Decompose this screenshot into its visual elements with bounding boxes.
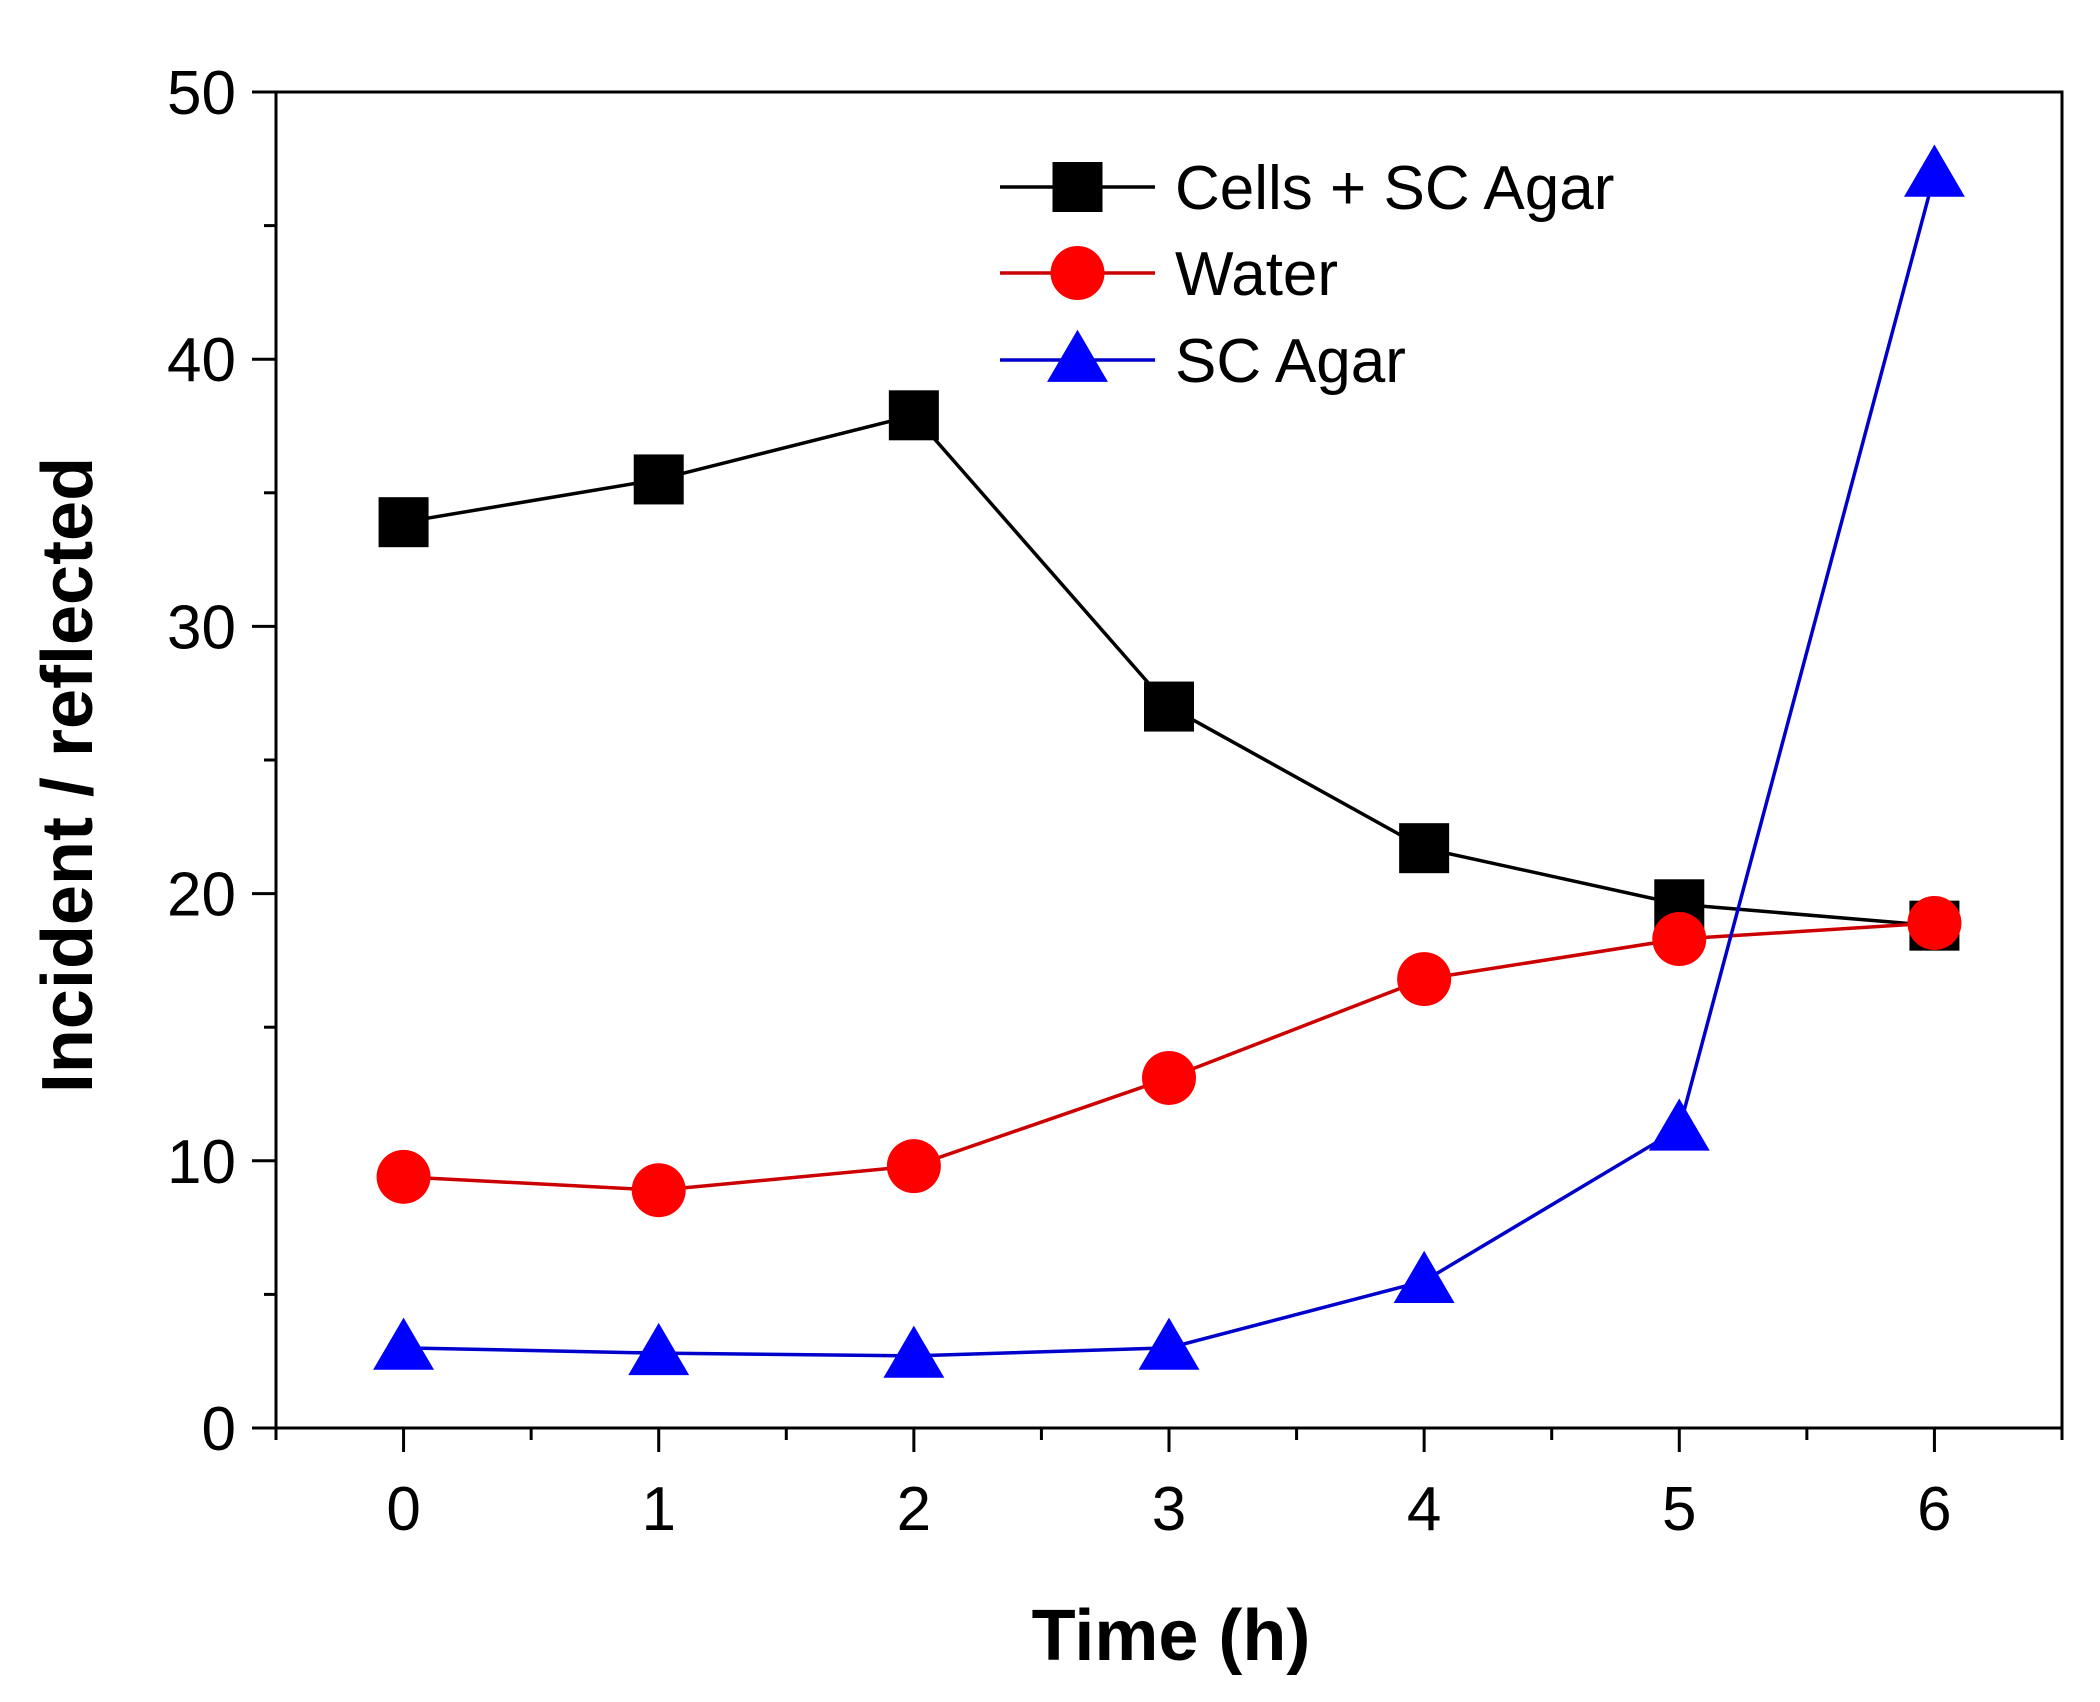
data-point <box>1397 952 1452 1007</box>
y-tick-label-40: 40 <box>167 326 236 395</box>
series-water <box>376 895 1962 1218</box>
data-point <box>633 454 684 505</box>
x-tick-label-2: 2 <box>897 1475 931 1544</box>
data-point <box>883 1325 945 1378</box>
data-point <box>1142 1050 1196 1105</box>
legend-label: Cells + SC Agar <box>1175 154 1614 223</box>
data-point <box>628 1322 690 1376</box>
axes-layer: 0 10 20 30 40 50 0 1 2 3 4 5 6 <box>167 59 2064 1544</box>
data-point <box>1903 144 1965 197</box>
series-layer <box>373 144 1965 1378</box>
data-point <box>1652 912 1707 967</box>
data-point <box>1907 895 1962 950</box>
legend-entry: Water <box>1000 240 1338 309</box>
legend-entry: Cells + SC Agar <box>1000 154 1614 223</box>
data-point <box>631 1163 686 1218</box>
data-point <box>1393 1250 1455 1303</box>
y-tick-label-50: 50 <box>167 59 236 128</box>
legend-label: Water <box>1175 240 1338 309</box>
data-point <box>1648 1098 1710 1151</box>
y-axis-title: Incident / reflected <box>28 457 108 1093</box>
legend-marker <box>1052 162 1103 212</box>
legend-marker <box>1047 329 1108 382</box>
x-axis-title: Time (h) <box>1032 1596 1311 1676</box>
x-tick-label-0: 0 <box>386 1475 420 1544</box>
x-tick-label-4: 4 <box>1407 1475 1441 1544</box>
legend: Cells + SC Agar Water SC Agar <box>1000 154 1614 396</box>
legend-label: SC Agar <box>1175 327 1406 396</box>
y-tick-label-20: 20 <box>167 861 236 930</box>
y-tick-label-30: 30 <box>167 593 236 662</box>
data-point <box>1138 1317 1200 1370</box>
data-point <box>373 1317 435 1370</box>
data-point <box>1399 823 1450 874</box>
x-tick-label-6: 6 <box>1917 1475 1951 1544</box>
legend-entry: SC Agar <box>1000 327 1406 396</box>
y-tick-label-10: 10 <box>167 1128 236 1197</box>
data-point <box>888 390 939 441</box>
series-sc-agar <box>373 144 1965 1378</box>
data-point <box>376 1149 431 1204</box>
x-tick-label-1: 1 <box>641 1475 675 1544</box>
y-tick-label-0: 0 <box>202 1395 236 1464</box>
data-point <box>378 497 429 548</box>
data-point <box>1144 681 1194 732</box>
data-point <box>886 1139 941 1194</box>
x-tick-label-5: 5 <box>1662 1475 1696 1544</box>
x-tick-label-3: 3 <box>1152 1475 1186 1544</box>
legend-marker <box>1050 246 1105 300</box>
